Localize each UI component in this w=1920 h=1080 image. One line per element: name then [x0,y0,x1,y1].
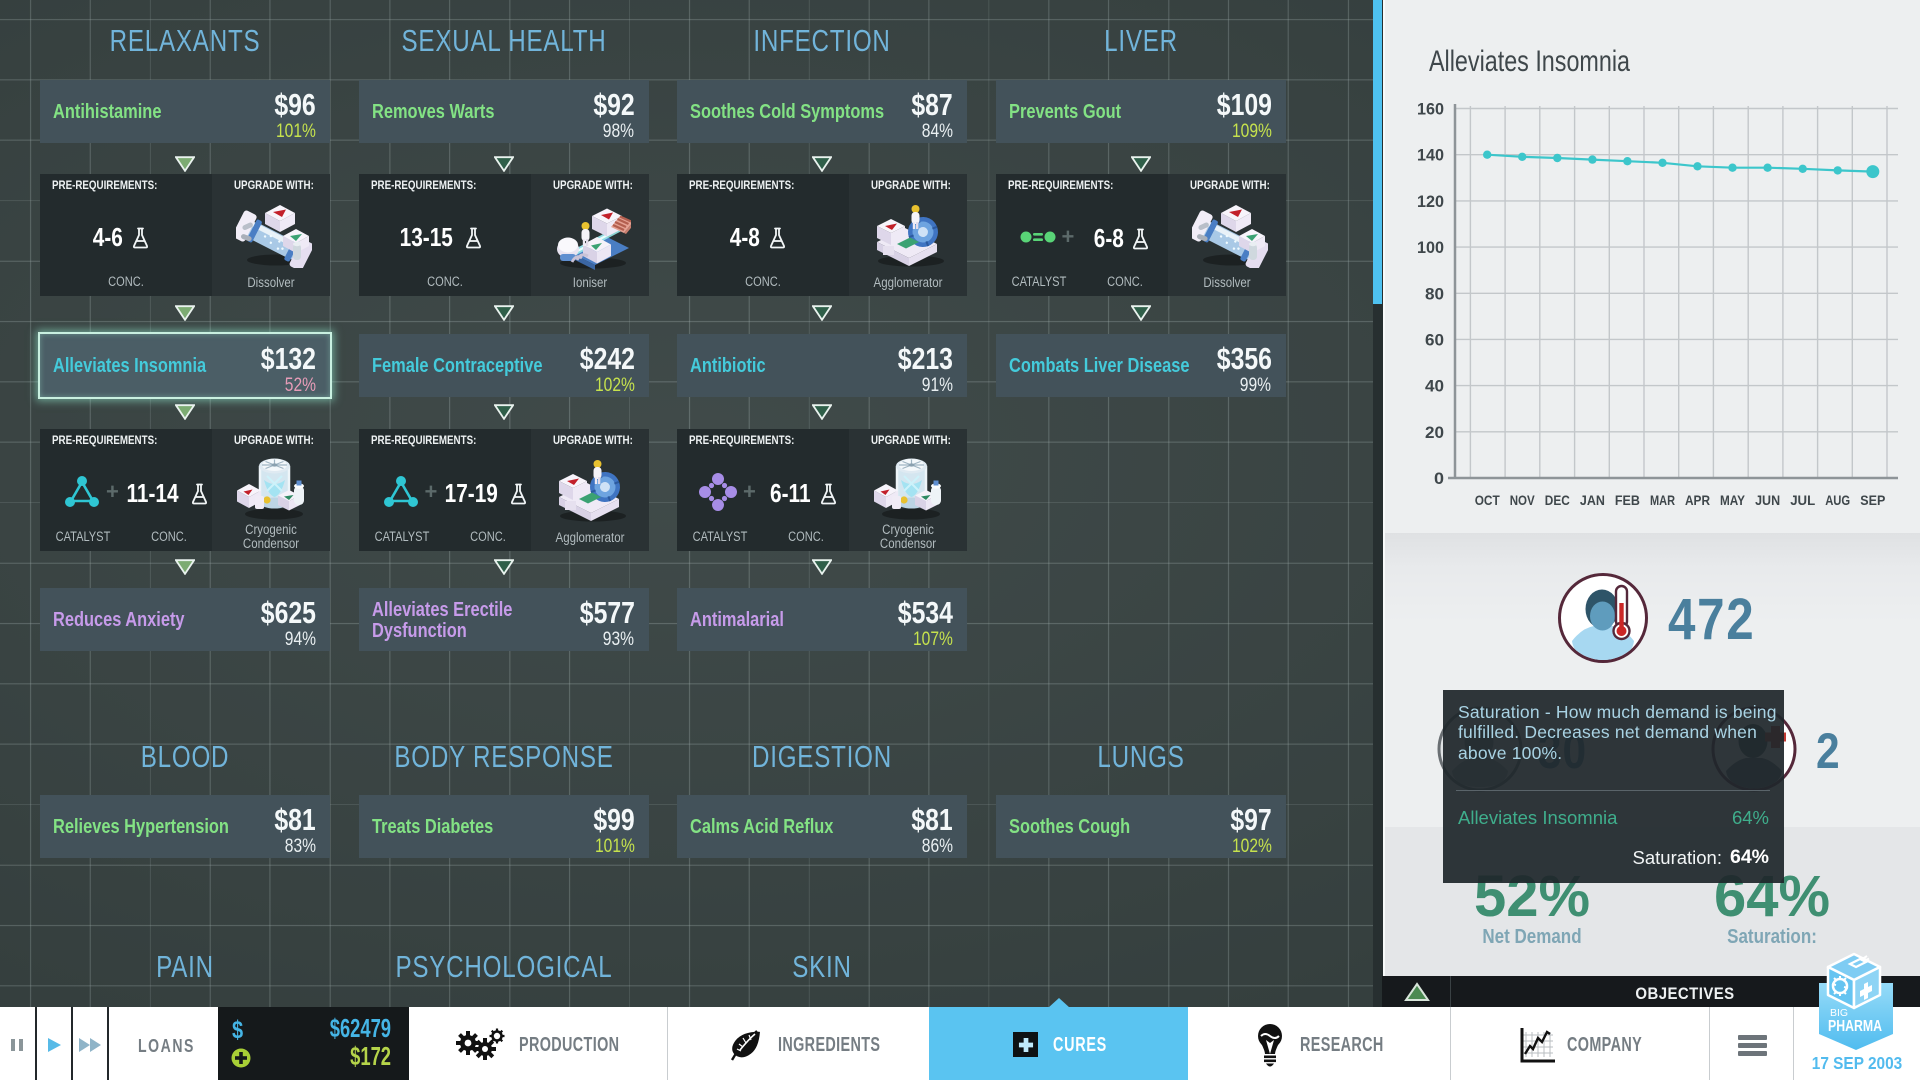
svg-text:MAR: MAR [1650,492,1675,508]
svg-text:NOV: NOV [1510,492,1536,508]
svg-text:JUL: JUL [1790,492,1815,508]
svg-text:JAN: JAN [1580,492,1605,508]
svg-text:MAY: MAY [1720,492,1746,508]
svg-text:JUN: JUN [1755,492,1780,508]
svg-text:Alleviates Insomnia: Alleviates Insomnia [1429,45,1630,78]
svg-text:APR: APR [1685,492,1710,508]
svg-text:SEP: SEP [1860,492,1885,508]
svg-text:FEB: FEB [1615,492,1640,508]
svg-text:BIG: BIG [1830,1007,1848,1019]
svg-text:140: 140 [1417,146,1444,165]
svg-text:80: 80 [1425,284,1444,303]
svg-text:PHARMA: PHARMA [1828,1018,1882,1035]
svg-text:120: 120 [1417,192,1444,211]
svg-text:AUG: AUG [1825,492,1850,508]
svg-text:40: 40 [1425,377,1444,396]
svg-text:160: 160 [1417,100,1444,119]
svg-text:20: 20 [1425,423,1444,442]
svg-text:DEC: DEC [1545,492,1570,508]
svg-text:0: 0 [1434,469,1444,488]
svg-text:60: 60 [1425,330,1444,349]
svg-text:OCT: OCT [1475,492,1500,508]
svg-text:100: 100 [1417,238,1444,257]
